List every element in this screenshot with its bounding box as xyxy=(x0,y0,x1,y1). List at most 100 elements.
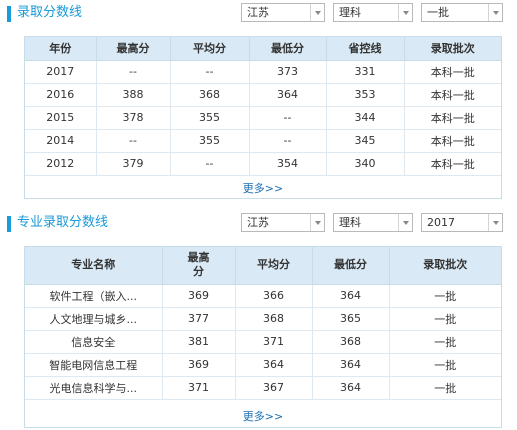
table-row: 2012 379 -- 354 340 本科一批 xyxy=(25,152,501,176)
subject-select-value: 理科 xyxy=(339,6,361,19)
table-cell: 344 xyxy=(326,106,405,130)
table-cell: 本科一批 xyxy=(404,129,501,153)
province-select-value: 江苏 xyxy=(247,216,269,229)
table-cell: 354 xyxy=(249,152,327,176)
table-cell: 371 xyxy=(162,376,236,400)
table-header-row: 年份 最高分 平均分 最低分 省控线 录取批次 xyxy=(25,37,501,61)
table-row: 光电信息科学与... 371 367 364 一批 xyxy=(25,376,501,400)
column-header: 最低分 xyxy=(249,37,327,61)
table-cell: 368 xyxy=(235,307,313,331)
section-title: 专业录取分数线 xyxy=(17,215,109,230)
chevron-down-icon xyxy=(398,214,412,231)
table-cell: 软件工程（嵌入... xyxy=(25,284,163,308)
table-cell: 人文地理与城乡... xyxy=(25,307,163,331)
table-row: 2015 378 355 -- 344 本科一批 xyxy=(25,106,501,130)
table-cell: 一批 xyxy=(389,307,501,331)
table-cell: 340 xyxy=(326,152,405,176)
table-cell: -- xyxy=(249,129,327,153)
year-select-value: 2017 xyxy=(427,216,455,229)
subject-select[interactable]: 理科 xyxy=(333,213,413,232)
table-cell: 一批 xyxy=(389,284,501,308)
major-score-section: 专业录取分数线 江苏 理科 2017 专业名称 最高分 平均分 xyxy=(0,210,517,428)
column-header: 年份 xyxy=(25,37,97,61)
table-header-row: 专业名称 最高分 平均分 最低分 录取批次 xyxy=(25,247,501,285)
table-cell: 331 xyxy=(326,60,405,84)
column-header: 省控线 xyxy=(326,37,405,61)
table-cell: 379 xyxy=(96,152,171,176)
province-select[interactable]: 江苏 xyxy=(241,3,325,22)
table-row: 软件工程（嵌入... 369 366 364 一批 xyxy=(25,284,501,308)
table-cell: 371 xyxy=(235,330,313,354)
more-link[interactable]: 更多>> xyxy=(242,182,284,195)
table-cell: 一批 xyxy=(389,330,501,354)
table-cell: 2017 xyxy=(25,60,97,84)
table-cell: 2015 xyxy=(25,106,97,130)
section-header: 专业录取分数线 江苏 理科 2017 xyxy=(0,210,517,236)
table-cell: 364 xyxy=(312,284,390,308)
table-cell: 388 xyxy=(96,83,171,107)
section-accent-bar xyxy=(7,216,11,232)
table-cell: 本科一批 xyxy=(404,83,501,107)
column-header: 录取批次 xyxy=(389,247,501,285)
table-cell: 智能电网信息工程 xyxy=(25,353,163,377)
table-cell: 364 xyxy=(249,83,327,107)
score-table-box: 年份 最高分 平均分 最低分 省控线 录取批次 2017 -- -- 373 3… xyxy=(24,36,502,199)
major-score-table: 专业名称 最高分 平均分 最低分 录取批次 软件工程（嵌入... 369 366… xyxy=(25,247,501,400)
table-cell: 381 xyxy=(162,330,236,354)
more-link[interactable]: 更多>> xyxy=(242,410,284,423)
table-cell: 369 xyxy=(162,353,236,377)
table-cell: -- xyxy=(96,60,171,84)
table-cell: 本科一批 xyxy=(404,106,501,130)
column-header: 平均分 xyxy=(170,37,250,61)
chevron-down-icon xyxy=(398,4,412,21)
major-table-box: 专业名称 最高分 平均分 最低分 录取批次 软件工程（嵌入... 369 366… xyxy=(24,246,502,428)
table-cell: 一批 xyxy=(389,353,501,377)
table-cell: -- xyxy=(170,60,250,84)
table-cell: 2012 xyxy=(25,152,97,176)
table-cell: 366 xyxy=(235,284,313,308)
table-cell: 一批 xyxy=(389,376,501,400)
table-row: 人文地理与城乡... 377 368 365 一批 xyxy=(25,307,501,331)
column-header: 录取批次 xyxy=(404,37,501,61)
table-row: 2017 -- -- 373 331 本科一批 xyxy=(25,60,501,84)
column-header: 平均分 xyxy=(235,247,313,285)
section-title: 录取分数线 xyxy=(17,5,83,20)
table-row: 2016 388 368 364 353 本科一批 xyxy=(25,83,501,107)
chevron-down-icon xyxy=(488,4,502,21)
table-cell: 378 xyxy=(96,106,171,130)
section-accent-bar xyxy=(7,6,11,22)
table-cell: 353 xyxy=(326,83,405,107)
table-cell: 345 xyxy=(326,129,405,153)
table-cell: 355 xyxy=(170,106,250,130)
table-cell: 364 xyxy=(312,353,390,377)
table-cell: 369 xyxy=(162,284,236,308)
table-cell: 377 xyxy=(162,307,236,331)
table-cell: 365 xyxy=(312,307,390,331)
table-cell: 364 xyxy=(312,376,390,400)
admission-score-section: 录取分数线 江苏 理科 一批 年份 最高分 平均分 最低分 xyxy=(0,0,517,199)
table-cell: 355 xyxy=(170,129,250,153)
subject-select[interactable]: 理科 xyxy=(333,3,413,22)
province-select-value: 江苏 xyxy=(247,6,269,19)
province-select[interactable]: 江苏 xyxy=(241,213,325,232)
column-header-text: 最高分 xyxy=(187,251,210,279)
column-header: 专业名称 xyxy=(25,247,163,285)
table-cell: 本科一批 xyxy=(404,152,501,176)
table-cell: 光电信息科学与... xyxy=(25,376,163,400)
table-row: 信息安全 381 371 368 一批 xyxy=(25,330,501,354)
table-row: 2014 -- 355 -- 345 本科一批 xyxy=(25,129,501,153)
column-header: 最高分 xyxy=(96,37,171,61)
score-table: 年份 最高分 平均分 最低分 省控线 录取批次 2017 -- -- 373 3… xyxy=(25,37,501,176)
table-cell: 368 xyxy=(170,83,250,107)
table-cell: -- xyxy=(170,152,250,176)
table-cell: 373 xyxy=(249,60,327,84)
column-header: 最低分 xyxy=(312,247,390,285)
batch-select[interactable]: 一批 xyxy=(421,3,503,22)
year-select[interactable]: 2017 xyxy=(421,213,503,232)
table-cell: -- xyxy=(96,129,171,153)
chevron-down-icon xyxy=(310,4,324,21)
column-header: 最高分 xyxy=(162,247,236,285)
table-cell: 本科一批 xyxy=(404,60,501,84)
table-row: 智能电网信息工程 369 364 364 一批 xyxy=(25,353,501,377)
table-cell: 2014 xyxy=(25,129,97,153)
